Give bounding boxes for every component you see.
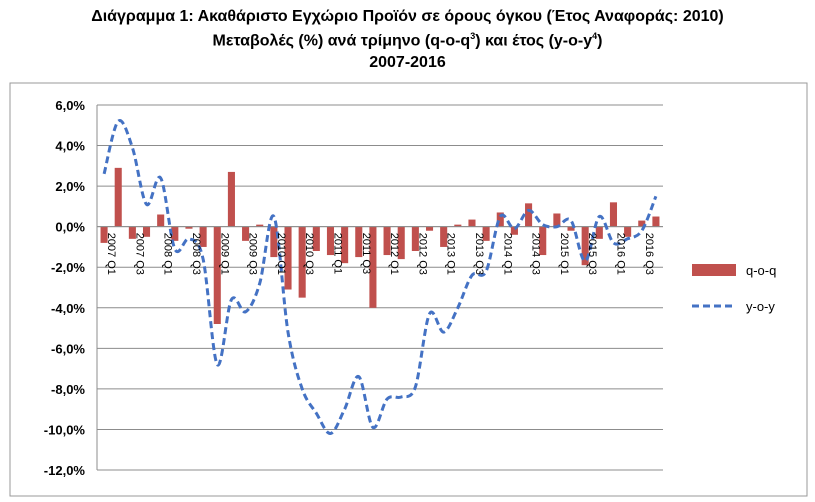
bar-2008Q4 [199, 226, 207, 247]
title-footnote-3: 3 [470, 31, 476, 41]
bar-2015Q4 [595, 226, 603, 239]
y-tick-label: -12,0% [44, 463, 86, 478]
bar-2011Q4 [369, 226, 377, 308]
y-tick-label: -2,0% [51, 260, 85, 275]
bar-2010Q1 [270, 226, 278, 258]
x-tick-label: 2016 Q1 [615, 233, 627, 275]
bar-2008Q2 [171, 226, 179, 241]
x-tick-label: 2013 Q3 [473, 233, 485, 275]
bar-2014Q4 [539, 226, 547, 256]
bar-2013Q4 [482, 226, 490, 241]
legend-label-q-o-q: q-o-q [746, 263, 776, 278]
x-tick-label: 2011 Q1 [332, 233, 344, 274]
y-tick-label: -4,0% [51, 301, 85, 316]
y-axis-ticks: 6,0% 4,0% 2,0% 0,0% -2,0% -4,0% -6,0% -8,0% -10,… [44, 98, 86, 478]
q-o-q-bars [97, 167, 663, 324]
x-axis-ticks: 2007 Q1 2007 Q3 2008 Q1 2008 Q3 2009 Q1 2009 … [105, 233, 655, 275]
bar-2015Q1 [553, 213, 561, 227]
bar-2009Q4 [256, 224, 264, 227]
bar-2008Q1 [157, 214, 165, 227]
bar-2013Q2 [454, 224, 462, 227]
x-tick-label: 2015 Q3 [586, 233, 598, 275]
y-tick-label: -10,0% [44, 422, 86, 437]
legend-label-y-o-y: y-o-y [746, 299, 775, 314]
bar-2010Q2 [284, 226, 292, 290]
y-o-y-line [102, 119, 658, 435]
bar-2014Q3 [525, 203, 533, 227]
x-tick-label: 2016 Q3 [643, 233, 655, 275]
bar-2016Q1 [609, 202, 618, 227]
bar-2015Q3 [581, 226, 589, 266]
y-tick-label: 6,0% [55, 98, 85, 113]
bar-2012Q2 [397, 226, 405, 260]
y-tick-label: -6,0% [51, 341, 85, 356]
chart-title-line-3: 2007-2016 [0, 54, 815, 72]
x-tick-label: 2008 Q1 [162, 233, 174, 275]
x-tick-label: 2010 Q1 [275, 233, 287, 275]
x-tick-label: 2007 Q3 [133, 233, 145, 275]
bar-2012Q1 [383, 226, 391, 256]
chart-title-line-2: Μεταβολές (%) ανά τρίμηνο (q-o-q3) και έ… [0, 31, 815, 50]
bar-2011Q3 [355, 226, 363, 258]
bar-2016Q2 [624, 226, 632, 237]
bar-2011Q1 [326, 226, 335, 256]
bar-2007Q2 [114, 167, 122, 227]
bar-2012Q3 [411, 226, 419, 251]
title-footnote-4: 4 [592, 31, 598, 41]
bar-2009Q2 [227, 171, 235, 227]
x-tick-label: 2009 Q3 [247, 233, 259, 275]
bar-2016Q3 [638, 220, 646, 227]
bar-2016Q4 [652, 216, 660, 227]
bar-2010Q4 [312, 226, 320, 251]
x-tick-label: 2015 Q1 [558, 233, 570, 275]
bar-2007Q4 [142, 226, 151, 237]
legend-swatch-q-o-q [692, 264, 736, 276]
bar-2015Q2 [567, 226, 575, 231]
x-tick-label: 2007 Q1 [105, 233, 117, 275]
y-tick-label: -8,0% [51, 382, 85, 397]
chart-title-line-1: Διάγραμμα 1: Ακαθάριστο Εγχώριο Προϊόν σ… [0, 8, 815, 26]
bar-2010Q3 [298, 226, 306, 298]
x-tick-label: 2012 Q1 [388, 233, 400, 275]
bar-2009Q1 [213, 226, 221, 324]
title-line-1-text: Διάγραμμα 1: Ακαθάριστο Εγχώριο Προϊόν σ… [91, 8, 724, 25]
bar-2011Q2 [341, 226, 349, 264]
x-tick-label: 2014 Q1 [501, 233, 513, 275]
bar-2009Q3 [242, 226, 250, 241]
x-tick-label: 2011 Q3 [360, 233, 372, 274]
y-o-y-line-group [102, 119, 658, 435]
title-line-2-part-b: ) και έτος (y-o-y [475, 32, 593, 50]
y-tick-label: 0,0% [55, 220, 85, 235]
x-tick-label: 2012 Q3 [416, 233, 428, 275]
y-tick-label: 2,0% [55, 179, 85, 194]
x-tick-label: 2013 Q1 [445, 233, 457, 275]
chart-area-border [9, 82, 808, 497]
title-line-3-text: 2007-2016 [369, 54, 446, 71]
legend: q-o-q y-o-y [692, 263, 776, 314]
x-tick-label: 2009 Q1 [218, 233, 230, 275]
bar-2013Q1 [440, 226, 448, 247]
x-tick-label: 2014 Q3 [530, 233, 542, 275]
bar-2008Q3 [185, 226, 193, 229]
x-tick-label: 2010 Q3 [303, 233, 315, 275]
bar-2007Q1 [100, 226, 108, 243]
y-tick-label: 4,0% [55, 139, 85, 154]
bar-2007Q3 [128, 226, 136, 239]
title-line-2-part-a: Μεταβολές (%) ανά τρίμηνο (q-o-q [212, 32, 471, 50]
bar-2013Q3 [468, 219, 476, 227]
x-tick-label: 2008 Q3 [190, 233, 202, 275]
bar-2014Q2 [510, 226, 518, 235]
title-line-2-part-c: ) [597, 32, 603, 50]
bar-2012Q4 [425, 226, 434, 231]
